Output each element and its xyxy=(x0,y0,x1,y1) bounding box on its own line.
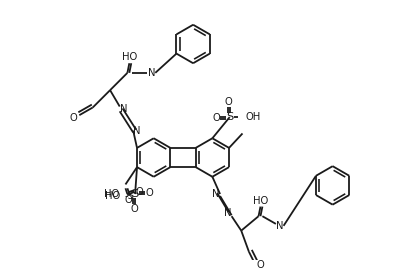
Text: O: O xyxy=(146,188,153,198)
Text: N: N xyxy=(213,189,220,199)
Text: N: N xyxy=(133,126,141,136)
Text: N: N xyxy=(148,68,155,78)
Text: O: O xyxy=(135,187,143,197)
Text: O: O xyxy=(130,204,138,214)
Text: OH: OH xyxy=(245,112,260,122)
Text: HO: HO xyxy=(253,196,268,206)
Text: O: O xyxy=(212,113,220,123)
Text: N: N xyxy=(224,208,231,218)
Text: HO: HO xyxy=(105,191,121,201)
Text: N: N xyxy=(276,221,283,231)
Text: O: O xyxy=(70,113,77,123)
Text: O: O xyxy=(257,260,264,270)
Text: S: S xyxy=(132,189,139,199)
Text: HO: HO xyxy=(122,52,137,62)
Text: N: N xyxy=(120,104,127,114)
Text: S: S xyxy=(226,112,233,122)
Text: HO: HO xyxy=(105,189,120,199)
Text: O: O xyxy=(125,195,132,205)
Text: -S: -S xyxy=(125,191,134,201)
Text: O: O xyxy=(225,97,233,107)
